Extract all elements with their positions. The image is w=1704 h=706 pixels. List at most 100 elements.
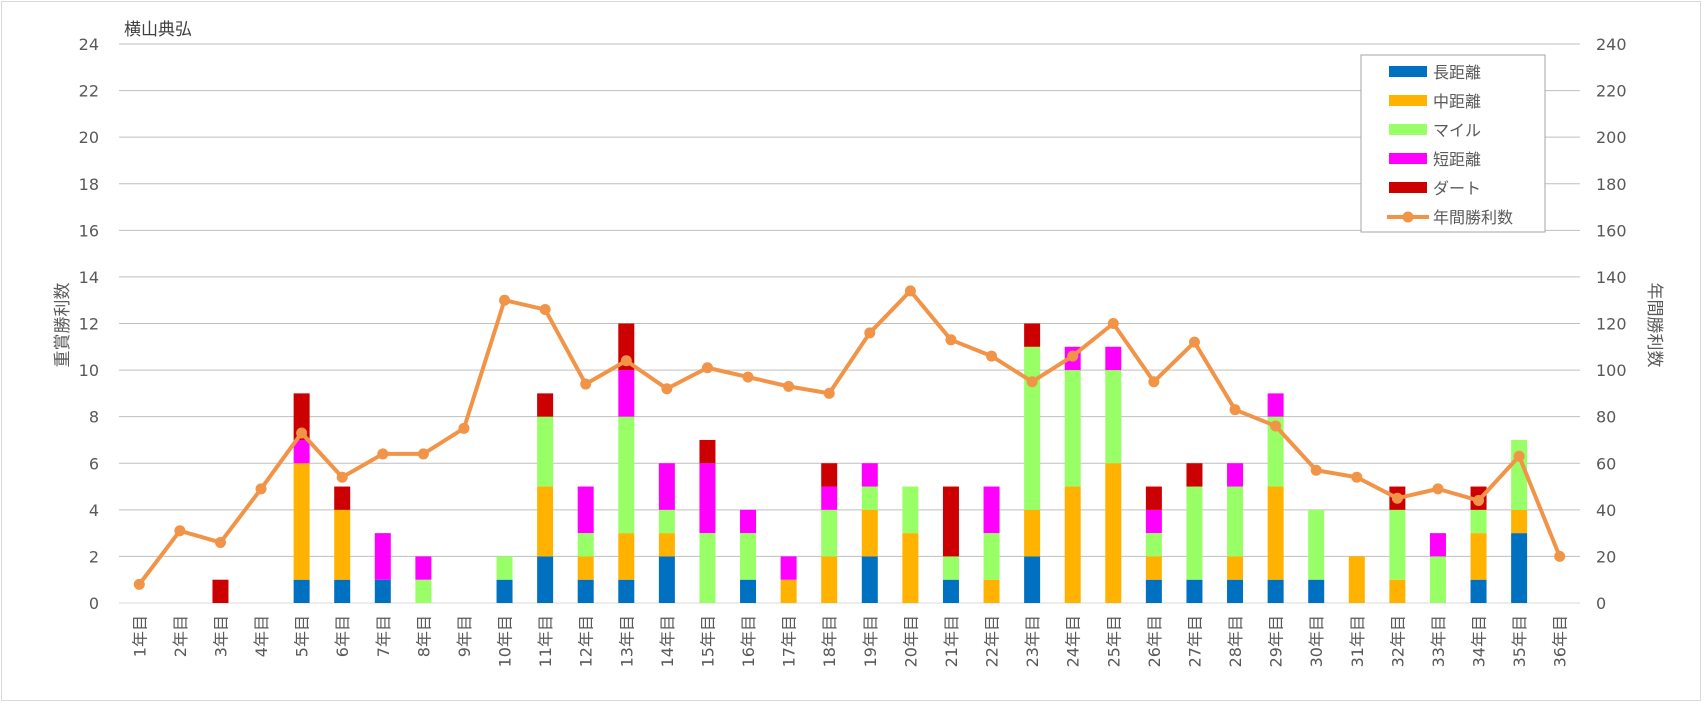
data-point	[1148, 376, 1160, 388]
x-tick-label: 17年目	[780, 615, 799, 667]
data-point	[864, 327, 876, 339]
bar-segment	[1227, 486, 1244, 557]
x-tick-label: 7年目	[374, 615, 393, 657]
data-point	[1270, 420, 1282, 432]
bar-segment	[212, 579, 229, 603]
bar-segment	[699, 533, 716, 603]
bar-segment	[1186, 463, 1203, 487]
data-point	[783, 380, 795, 392]
right-tick-label: 20	[1596, 547, 1616, 566]
bar-segment	[861, 486, 878, 510]
bar-segment	[1267, 416, 1284, 487]
bar-segment	[293, 579, 310, 603]
right-tick-label: 220	[1596, 82, 1627, 101]
x-tick-label: 24年目	[1064, 615, 1083, 667]
data-point	[1229, 404, 1241, 416]
bar-segment	[658, 533, 675, 557]
bar-segment	[861, 463, 878, 487]
data-point	[904, 285, 916, 297]
data-point	[336, 471, 348, 483]
right-axis-ticks: 0 20 40 60 80 100 120 140 160 180 200 220 240	[1596, 35, 1627, 613]
left-tick-label: 24	[79, 35, 99, 54]
data-point	[499, 294, 511, 306]
bar-segment	[1227, 463, 1244, 487]
bar-segment	[1470, 533, 1487, 580]
right-axis-title: 年間勝利数	[1644, 283, 1664, 368]
bar-segment	[1105, 346, 1122, 371]
bar-segment	[983, 486, 1000, 534]
data-point	[1473, 495, 1485, 507]
data-point	[539, 304, 551, 316]
bar-segment	[1470, 579, 1487, 603]
x-tick-label: 30年目	[1307, 615, 1326, 667]
data-point	[1107, 318, 1119, 329]
bar-segment	[577, 486, 594, 534]
data-point	[296, 427, 308, 439]
bar-segment	[618, 579, 635, 603]
data-point	[986, 350, 998, 362]
legend-label: ダート	[1433, 179, 1481, 198]
data-point	[823, 387, 835, 399]
x-tick-label: 5年目	[293, 615, 312, 657]
right-tick-label: 100	[1596, 361, 1627, 380]
x-tick-label: 9年目	[455, 615, 474, 657]
x-tick-label: 2年目	[171, 615, 190, 657]
bar-segment	[293, 393, 310, 440]
bar-segment	[983, 533, 1000, 580]
data-point	[174, 525, 186, 537]
data-point	[255, 483, 267, 495]
left-axis-title: 重賞勝利数	[53, 283, 73, 368]
x-tick-label: 26年目	[1145, 615, 1164, 667]
bar-segment	[334, 486, 351, 510]
bar-segment	[1511, 509, 1528, 534]
x-tick-label: 13年目	[617, 615, 636, 667]
bar-segment	[942, 579, 959, 603]
bar-segment	[415, 579, 432, 603]
bar-segment	[1024, 509, 1041, 557]
bar-segment	[780, 579, 797, 603]
bar-segment	[537, 393, 554, 417]
bar-segment	[618, 416, 635, 534]
left-tick-label: 22	[79, 82, 99, 101]
bar-segment	[1186, 579, 1203, 603]
bar-segment	[780, 556, 797, 580]
left-tick-label: 12	[79, 315, 99, 334]
bar-segment	[1348, 556, 1365, 603]
bar-segment	[496, 556, 513, 580]
left-tick-label: 16	[79, 221, 99, 240]
x-tick-label: 20年目	[901, 615, 920, 667]
bar-segment	[1186, 486, 1203, 580]
bar-segment	[618, 533, 635, 580]
left-tick-label: 8	[89, 408, 99, 427]
bar-segment	[1024, 556, 1041, 603]
bar-segment	[821, 556, 838, 603]
left-tick-label: 20	[79, 128, 99, 147]
x-tick-label: 33年目	[1429, 615, 1448, 667]
right-tick-label: 120	[1596, 315, 1627, 334]
data-point	[620, 355, 632, 367]
data-point	[458, 422, 470, 434]
data-point	[661, 383, 673, 395]
bar-segment	[1308, 509, 1325, 580]
right-tick-label: 40	[1596, 501, 1616, 520]
bar-segment	[740, 533, 757, 580]
bar-segment	[942, 486, 959, 557]
legend-label: 中距離	[1433, 92, 1481, 111]
x-tick-label: 28年目	[1226, 615, 1245, 667]
bar-segment	[577, 579, 594, 603]
legend-swatch-marker	[1402, 211, 1414, 223]
bar-segment	[1024, 346, 1041, 510]
bar-segment	[740, 579, 757, 603]
legend-label: 短距離	[1433, 150, 1481, 169]
data-point	[1391, 492, 1403, 504]
bar-segment	[1267, 486, 1284, 580]
series-line	[137, 288, 1562, 586]
bar-segment	[537, 486, 554, 557]
bar-segment	[658, 556, 675, 603]
x-tick-label: 35年目	[1510, 615, 1529, 667]
bar-segment	[1227, 579, 1244, 603]
